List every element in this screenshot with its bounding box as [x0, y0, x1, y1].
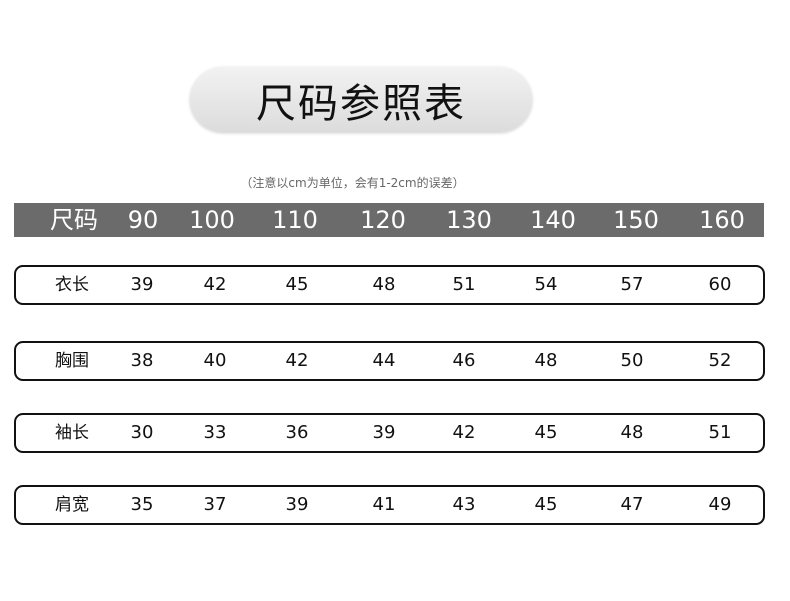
header-size: 130 — [446, 206, 492, 234]
measurement-row: 胸围 38 40 42 44 46 48 50 52 — [14, 341, 765, 381]
size-header-row: 尺码 90 100 110 120 130 140 150 160 — [14, 203, 764, 237]
row-value: 43 — [452, 494, 476, 515]
measurement-note: （注意以cm为单位，会有1-2cm的误差） — [240, 176, 465, 190]
header-size: 160 — [699, 206, 745, 234]
header-size: 90 — [127, 206, 159, 234]
row-value: 60 — [708, 274, 732, 295]
row-value: 39 — [372, 422, 396, 443]
page-title: 尺码参照表 — [190, 67, 532, 132]
row-value: 35 — [130, 494, 154, 515]
row-value: 51 — [708, 422, 732, 443]
header-size: 100 — [189, 206, 235, 234]
row-value: 40 — [203, 350, 227, 371]
row-value: 39 — [285, 494, 309, 515]
row-value: 36 — [285, 422, 309, 443]
measurement-row: 袖长 30 33 36 39 42 45 48 51 — [14, 413, 765, 453]
row-value: 47 — [620, 494, 644, 515]
row-value: 33 — [203, 422, 227, 443]
row-value: 37 — [203, 494, 227, 515]
row-value: 54 — [534, 274, 558, 295]
row-label: 胸围 — [55, 351, 89, 371]
row-value: 41 — [372, 494, 396, 515]
row-value: 48 — [534, 350, 558, 371]
row-label: 肩宽 — [55, 495, 89, 515]
row-value: 48 — [620, 422, 644, 443]
row-value: 51 — [452, 274, 476, 295]
measurement-row: 衣长 39 42 45 48 51 54 57 60 — [14, 265, 765, 305]
row-value: 45 — [534, 494, 558, 515]
row-label: 衣长 — [55, 275, 89, 295]
row-value: 44 — [372, 350, 396, 371]
header-label: 尺码 — [50, 206, 98, 234]
row-value: 49 — [708, 494, 732, 515]
header-size: 140 — [530, 206, 576, 234]
header-size: 150 — [613, 206, 659, 234]
row-value: 45 — [534, 422, 558, 443]
row-value: 52 — [708, 350, 732, 371]
row-value: 39 — [130, 274, 154, 295]
row-label: 袖长 — [55, 423, 89, 443]
row-value: 50 — [620, 350, 644, 371]
row-value: 57 — [620, 274, 644, 295]
header-size: 120 — [360, 206, 406, 234]
row-value: 42 — [203, 274, 227, 295]
measurement-row: 肩宽 35 37 39 41 43 45 47 49 — [14, 485, 765, 525]
row-value: 42 — [285, 350, 309, 371]
row-value: 45 — [285, 274, 309, 295]
header-size: 110 — [272, 206, 318, 234]
row-value: 30 — [130, 422, 154, 443]
row-value: 46 — [452, 350, 476, 371]
row-value: 42 — [452, 422, 476, 443]
row-value: 38 — [130, 350, 154, 371]
row-value: 48 — [372, 274, 396, 295]
